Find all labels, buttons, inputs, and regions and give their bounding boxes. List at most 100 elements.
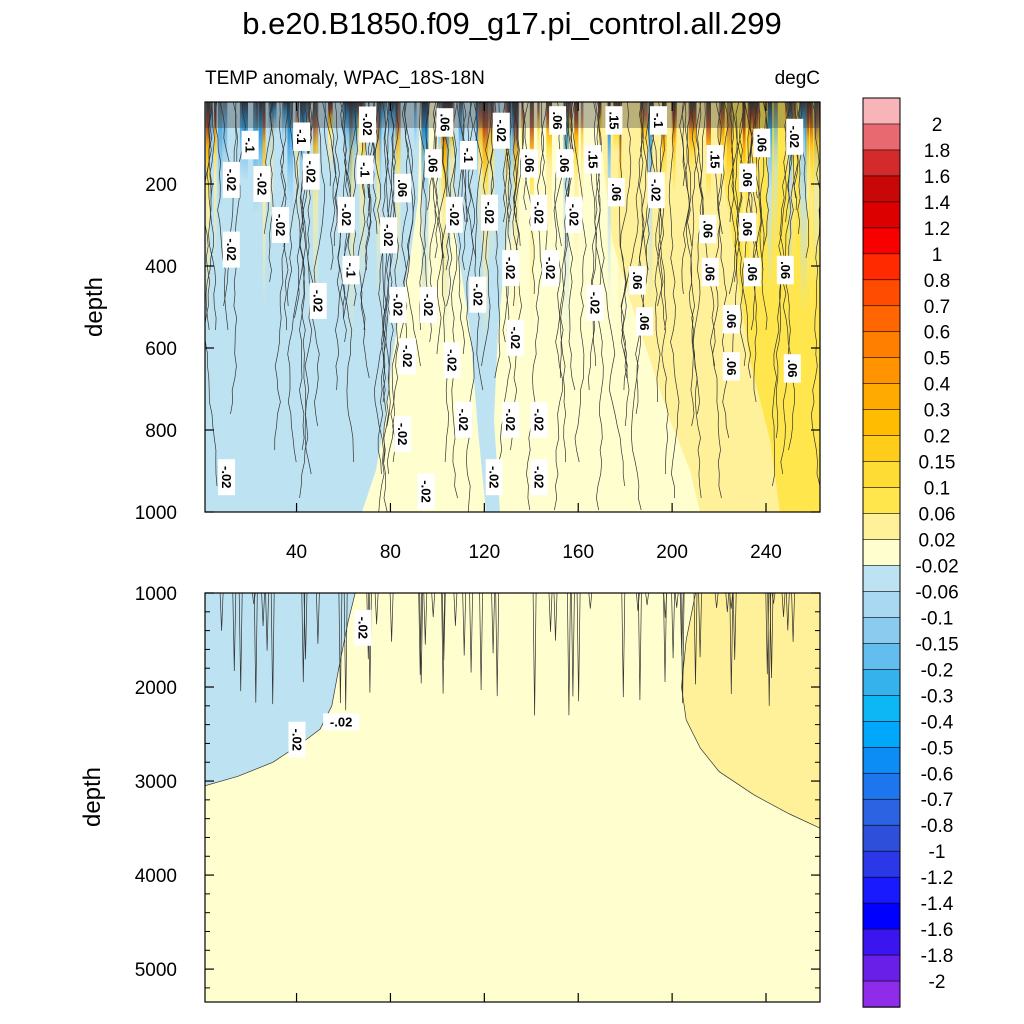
contour-label: -.02 xyxy=(389,286,407,323)
contour-label-box xyxy=(556,149,574,178)
contour-label-text: -.1 xyxy=(358,162,373,177)
contour-label: -.02 xyxy=(530,401,548,438)
contour-line xyxy=(214,102,229,331)
contour-line xyxy=(383,102,395,512)
contour-line xyxy=(780,102,802,475)
contour-line xyxy=(374,593,379,625)
colorbar-swatch xyxy=(862,383,901,411)
contour-line xyxy=(432,102,443,355)
contour-label-text: -.02 xyxy=(567,204,582,226)
contour-label: -.02 xyxy=(786,118,804,155)
contour-label-box xyxy=(722,304,740,334)
contour-label: -.02 xyxy=(530,459,548,496)
contour-label-box xyxy=(584,145,602,174)
anomaly-streak xyxy=(272,102,277,174)
colorbar-swatch xyxy=(862,980,901,1008)
contour-label-box xyxy=(394,173,412,203)
contour-label: -.1 xyxy=(459,141,477,170)
contour-line xyxy=(732,593,737,660)
contour-line xyxy=(323,102,331,187)
contour-label: -.02 xyxy=(469,276,487,313)
contour-label-text: .15 xyxy=(707,150,722,168)
contour-line xyxy=(679,102,693,247)
contour-label-box xyxy=(605,106,623,135)
contour-label-text: -.02 xyxy=(224,238,239,260)
contour-line xyxy=(418,593,423,675)
colorbar-swatch xyxy=(862,591,901,619)
contour-line xyxy=(208,102,217,331)
contour-label-text: .06 xyxy=(700,220,715,238)
contour-line xyxy=(688,102,702,427)
contour-label-text: .06 xyxy=(724,310,739,328)
contour-label-box xyxy=(530,194,548,231)
contour-line xyxy=(714,593,719,609)
contour-line xyxy=(357,102,370,379)
contour-label-box xyxy=(481,194,498,231)
anomaly-streak xyxy=(287,102,293,356)
contour-label-box xyxy=(607,177,625,207)
anomaly-streak xyxy=(672,102,676,306)
contour-label: .06 xyxy=(699,214,717,244)
contour-label: -.1 xyxy=(241,130,259,160)
y-tick-label: 600 xyxy=(145,339,177,360)
contour-label: -.02 xyxy=(354,609,372,646)
colorbar-swatch xyxy=(862,539,901,567)
colorbar-swatch xyxy=(862,123,901,151)
contour-line xyxy=(479,593,483,691)
contour-label: -.02 xyxy=(586,284,604,321)
y-tick-label: 1000 xyxy=(135,584,177,605)
contour-label-text: .15 xyxy=(606,111,621,129)
contour-label-text: .06 xyxy=(740,169,755,187)
contour-label: -.02 xyxy=(506,319,524,356)
y-tick-label: 800 xyxy=(145,421,177,442)
contour-line xyxy=(219,593,224,631)
contour-line xyxy=(423,593,428,645)
colorbar-label: -0.02 xyxy=(915,557,958,578)
contour-label-text: -.02 xyxy=(304,160,319,182)
contour-line xyxy=(636,593,640,611)
contour-label-box xyxy=(722,352,740,381)
contour-line xyxy=(737,102,751,379)
contour-line xyxy=(274,102,287,451)
contour-line xyxy=(762,102,769,247)
colorbar-swatch xyxy=(862,435,901,463)
anomaly-streak xyxy=(574,102,579,275)
contour-label-box xyxy=(743,257,761,287)
y-tick-label: 3000 xyxy=(135,772,177,793)
colorbar-swatch xyxy=(862,617,901,645)
contour-line xyxy=(372,102,387,463)
colorbar-label: -1 xyxy=(929,842,946,863)
contour-label-text: -.02 xyxy=(330,714,352,729)
contour-label: -.02 xyxy=(272,207,290,243)
contour-label-box xyxy=(706,145,724,174)
contour-label: .15 xyxy=(584,145,602,174)
y-tick-label: 400 xyxy=(145,257,177,278)
contour-label-text: .15 xyxy=(585,150,600,168)
contour-label: -.02 xyxy=(417,473,435,510)
colorbar-swatch xyxy=(862,876,901,904)
contour-label: -.02 xyxy=(253,166,271,202)
contour-line xyxy=(811,102,820,500)
contour-label-text: -.02 xyxy=(494,119,509,141)
colorbar-swatch xyxy=(862,721,901,748)
anomaly-streak xyxy=(767,102,773,293)
contour-label-box xyxy=(222,161,240,198)
colorbar-label: -1.4 xyxy=(921,894,954,915)
chart-subtitle: TEMP anomaly, WPAC_18S-18N xyxy=(205,68,485,89)
contour-label-box xyxy=(420,286,437,323)
colorbar-label: 0.7 xyxy=(924,297,950,318)
contour-label: .06 xyxy=(636,307,653,336)
anomaly-streak xyxy=(268,102,273,185)
contour-label: -.02 xyxy=(359,106,376,143)
contour-label: .06 xyxy=(424,149,442,178)
x-tick-label: 160 xyxy=(562,542,594,563)
contour-label-text: -.02 xyxy=(543,257,558,279)
contour-label-box xyxy=(241,130,259,160)
contour-label-text: -.02 xyxy=(339,204,354,226)
contour-line xyxy=(232,593,237,672)
colorbar-label: -0.1 xyxy=(921,608,954,629)
contour-line xyxy=(769,593,774,679)
contour-label: -.02 xyxy=(398,338,416,375)
contour-label: -.02 xyxy=(222,231,240,268)
anomaly-streak xyxy=(613,102,620,213)
